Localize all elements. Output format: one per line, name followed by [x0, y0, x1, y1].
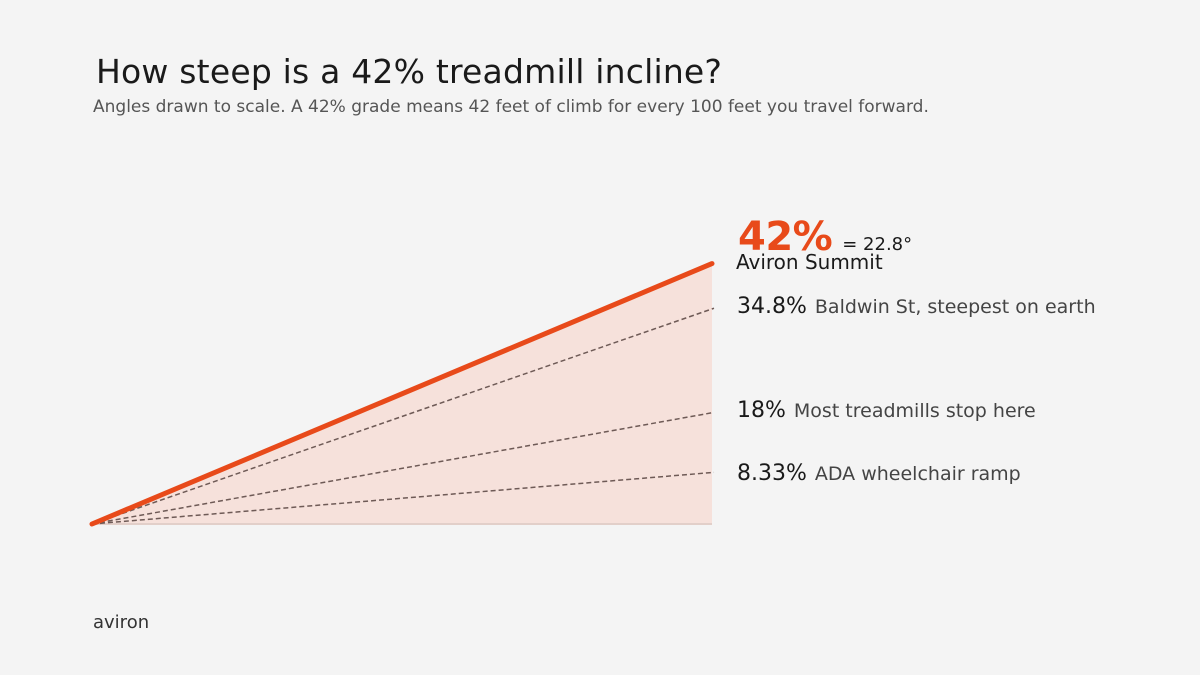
- highlight-angle: = 22.8°: [842, 233, 913, 255]
- reference-label-treadmills: 18% Most treadmills stop here: [737, 398, 1036, 423]
- highlight-grade-label: 42% = 22.8°: [738, 214, 912, 260]
- reference-label-baldwin: 34.8% Baldwin St, steepest on earth: [737, 294, 1096, 319]
- reference-line: [91, 411, 715, 525]
- reference-grade: 34.8%: [737, 294, 807, 320]
- page-subtitle: Angles drawn to scale. A 42% grade means…: [93, 97, 929, 117]
- reference-label-ada: 8.33% ADA wheelchair ramp: [737, 461, 1021, 486]
- highlight-grade: 42%: [738, 213, 833, 260]
- reference-grade: 8.33%: [737, 461, 807, 487]
- page-title: How steep is a 42% treadmill incline?: [96, 52, 723, 91]
- reference-grade: 18%: [737, 398, 786, 424]
- reference-lines: [91, 307, 715, 525]
- brand-logo: aviron: [93, 612, 150, 633]
- reference-description: ADA wheelchair ramp: [814, 463, 1021, 486]
- reference-line: [91, 471, 715, 525]
- highlight-name: Aviron Summit: [736, 249, 883, 274]
- reference-line: [91, 307, 715, 525]
- reference-description: Baldwin St, steepest on earth: [814, 296, 1096, 319]
- reference-description: Most treadmills stop here: [793, 400, 1036, 423]
- incline-line-42: [89, 261, 715, 527]
